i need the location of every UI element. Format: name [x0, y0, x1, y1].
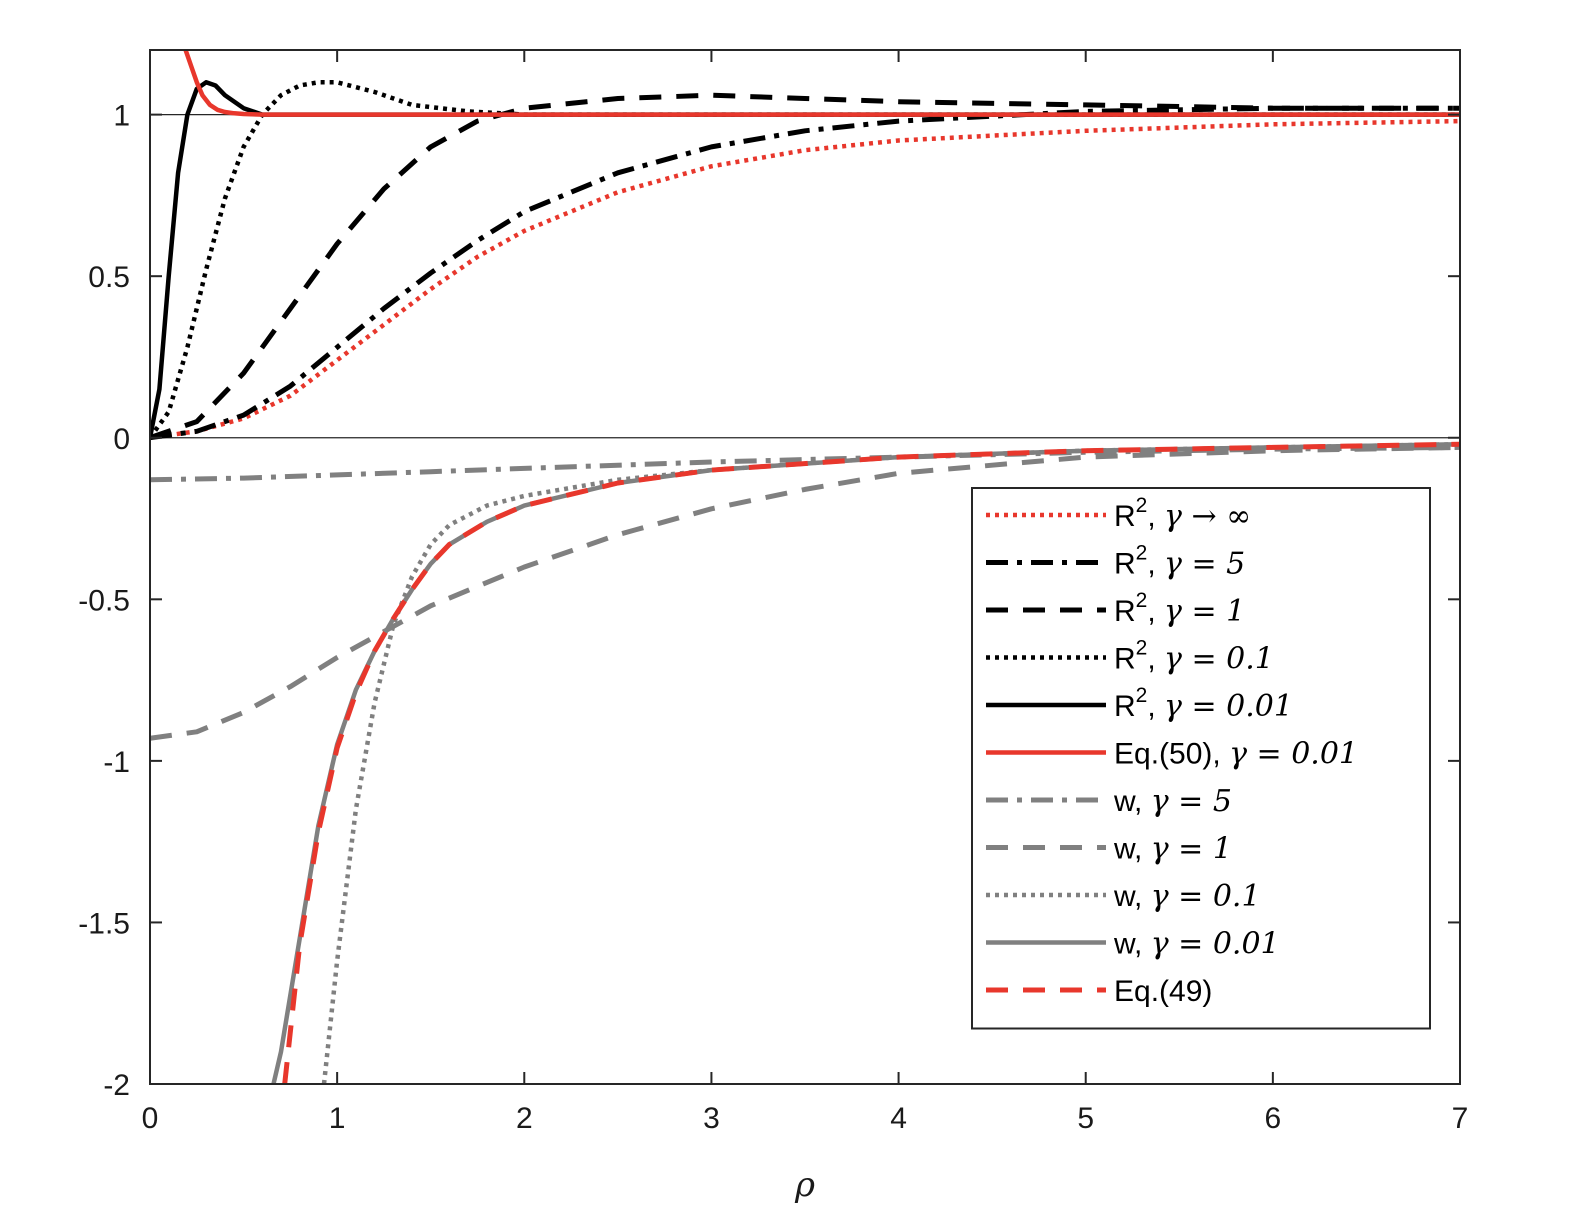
series-line-7	[150, 444, 1460, 741]
legend-label-10: Eq.(49)	[1114, 975, 1212, 1008]
series-line-1	[150, 105, 1460, 441]
y-tick-label: 0	[113, 423, 130, 456]
series-line-5	[183, 50, 1460, 117]
legend-label-7: w, γ = 1	[1113, 832, 1232, 867]
legend-box	[971, 487, 1431, 1030]
y-tick-label: 1	[113, 100, 130, 133]
x-tick-label: 4	[890, 1102, 907, 1135]
y-tick-label: -1.5	[78, 907, 130, 940]
legend-label-9: w, γ = 0.01	[1113, 927, 1280, 962]
x-tick-label: 7	[1452, 1102, 1469, 1135]
legend-label-4: R2, γ = 0.01	[1114, 684, 1293, 724]
x-tick-label: 6	[1265, 1102, 1282, 1135]
y-tick-label: -1	[103, 746, 130, 779]
legend-label-8: w, γ = 0.1	[1113, 879, 1261, 914]
legend-label-6: w, γ = 5	[1113, 784, 1232, 819]
axis-ticks: 0 1 2 3 4 5 6 7 1 0.5 0 -0.5 -1 -1.5 -2	[78, 50, 1468, 1135]
x-tick-label: 1	[329, 1102, 346, 1135]
y-tick-label: 0.5	[88, 261, 130, 294]
x-tick-label: 0	[142, 1102, 159, 1135]
series-line-10	[282, 441, 1460, 1084]
x-tick-label: 5	[1077, 1102, 1094, 1135]
series-layer	[150, 50, 1460, 1084]
legend-label-3: R2, γ = 0.1	[1114, 637, 1274, 677]
x-tick-label: 2	[516, 1102, 533, 1135]
legend: R2, γ → ∞ R2, γ = 5 R2, γ = 1 R2, γ = 0.1 R2…	[971, 487, 1431, 1030]
x-tick-label: 3	[703, 1102, 720, 1135]
plot-frame	[149, 49, 1461, 1085]
legend-label-1: R2, γ = 5	[1114, 542, 1245, 582]
legend-label-5: Eq.(50), γ = 0.01	[1114, 737, 1358, 772]
legend-label-0: R2, γ → ∞	[1114, 494, 1251, 534]
legend-label-2: R2, γ = 1	[1114, 589, 1245, 629]
y-tick-label: -2	[103, 1069, 130, 1102]
x-axis-label: ρ	[794, 1165, 815, 1205]
series-line-0	[150, 118, 1460, 440]
y-tick-label: -0.5	[78, 584, 130, 617]
